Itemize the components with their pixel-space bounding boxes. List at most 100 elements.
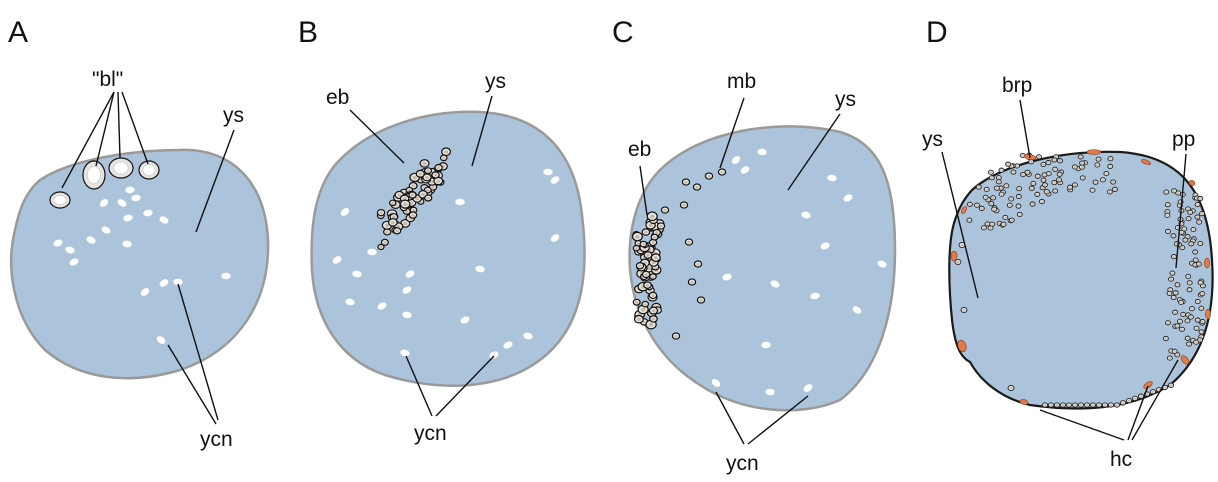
yolk-nucleus xyxy=(85,235,97,245)
hc-cells-d xyxy=(950,149,1211,405)
yolk-nucleus xyxy=(158,215,170,225)
yolk-nucleus xyxy=(351,270,363,278)
marginal-blastomere-nucleus xyxy=(707,174,711,178)
blastomere-nucleus xyxy=(640,307,646,312)
panel-letter-a: A xyxy=(8,16,28,49)
marginal-blastomere-nucleus xyxy=(690,280,694,284)
blastoderm-cell-nucleus xyxy=(1105,172,1108,175)
yolk-nucleus xyxy=(826,174,838,182)
leader-bl-4 xyxy=(121,91,149,165)
blastomere-nucleus xyxy=(411,184,415,188)
blastomere-nucleus xyxy=(651,317,656,321)
blastoderm-cell-nucleus xyxy=(1109,157,1112,160)
edge-cell-nucleus xyxy=(1157,388,1161,391)
posterior-cell-nucleus xyxy=(1166,230,1170,233)
leader-ys-d xyxy=(941,151,979,299)
posterior-cell-nucleus xyxy=(1165,191,1168,194)
posterior-cell-nucleus xyxy=(1201,320,1204,323)
blastoderm-cell-nucleus xyxy=(990,177,993,179)
yolk-nuclei-b xyxy=(332,168,560,360)
panel-d: D brp pp ys hc xyxy=(922,16,1214,471)
yolk-nucleus xyxy=(474,265,486,273)
blastoderm-cell-nucleus xyxy=(997,176,1000,179)
label-brp-d: brp xyxy=(1002,74,1032,97)
blastomere-nucleus xyxy=(643,303,647,306)
label-ycn-c: ycn xyxy=(726,452,759,475)
label-ycn-b: ycn xyxy=(414,422,447,445)
edge-cell-nucleus xyxy=(1115,404,1119,407)
posterior-cell-nucleus xyxy=(1199,281,1202,284)
blastomere-nucleus xyxy=(407,189,411,192)
blastoderm-cell-nucleus xyxy=(1073,166,1076,169)
blastomere-nucleus xyxy=(648,322,654,327)
edge-cell-nucleus xyxy=(1073,404,1077,407)
yolk-nuclei-c xyxy=(711,148,888,396)
yolk-nucleus xyxy=(459,315,471,325)
marginal-blastomere-nucleus xyxy=(682,203,686,207)
label-eb-b: eb xyxy=(326,86,349,109)
hc-cell xyxy=(1204,257,1210,269)
yolk-nucleus xyxy=(340,207,350,217)
blastoderm-cell-nucleus xyxy=(980,207,983,210)
posterior-cell-nucleus xyxy=(1194,259,1197,262)
blastomere-nucleus xyxy=(644,273,648,276)
posterior-cell-nucleus xyxy=(1181,246,1184,249)
posterior-cell-nucleus xyxy=(1199,242,1202,245)
posterior-cell-nucleus xyxy=(1199,197,1202,200)
yolk-nucleus xyxy=(852,305,862,315)
blastoderm-cell-nucleus xyxy=(1080,166,1084,169)
posterior-cell-nucleus xyxy=(1173,350,1176,353)
blastoderm-cell-nucleus xyxy=(1015,165,1019,168)
yolk-nucleus xyxy=(121,240,133,248)
blastoderm-cell-nucleus xyxy=(1045,190,1048,193)
posterior-cell-nucleus xyxy=(1186,320,1189,322)
leader-ys-a xyxy=(195,129,235,233)
edge-cell-nucleus xyxy=(1169,384,1173,387)
posterior-cell-nucleus xyxy=(1186,235,1189,238)
blastoderm-cell-nucleus xyxy=(1042,163,1045,166)
blastomere-inner xyxy=(113,161,129,175)
blastoderm-cell-nucleus xyxy=(1018,187,1021,190)
embryonic-blastomeres-c xyxy=(631,211,665,330)
leader-ys-b xyxy=(471,95,493,167)
yolk-nucleus xyxy=(52,238,64,248)
posterior-cell-nucleus xyxy=(1192,228,1195,231)
blastomere-nucleus xyxy=(641,243,645,246)
yolk-nucleus xyxy=(401,311,413,319)
yolk-nucleus xyxy=(124,186,136,194)
yolk-nucleus xyxy=(488,350,500,360)
blastoderm-cell-nucleus xyxy=(1006,163,1010,166)
blastoderm-cell-nucleus xyxy=(1047,161,1050,164)
blastoderm-cell-nucleus xyxy=(1010,165,1013,168)
blastomere-nucleus xyxy=(421,192,425,197)
posterior-cell-nucleus xyxy=(1172,190,1176,192)
blastoderm-cell-nucleus xyxy=(1018,213,1021,216)
leader-bl-3 xyxy=(117,91,121,159)
blastoderm-cell-nucleus xyxy=(982,227,986,229)
blastomere-nucleus xyxy=(403,202,408,207)
blastomere-nucleus xyxy=(636,317,641,322)
blastoderm-cell-nucleus xyxy=(1040,200,1044,203)
yolk-nucleus xyxy=(711,378,721,388)
blastoderm-cell-nucleus xyxy=(1031,203,1034,206)
posterior-cell-nucleus xyxy=(1176,354,1179,356)
label-eb-c: eb xyxy=(628,138,651,161)
yolk-sphere-a xyxy=(10,148,270,380)
marginal-blastomere-nucleus xyxy=(696,262,700,266)
blastoderm-cell-nucleus xyxy=(1002,223,1005,226)
posterior-cell-nucleus xyxy=(1168,357,1171,360)
posterior-cell-nucleus xyxy=(1166,322,1170,324)
blastoderm-cell-nucleus xyxy=(1080,162,1084,165)
label-ys-b: ys xyxy=(485,70,506,93)
blastoderm-cell-nucleus xyxy=(1108,191,1112,194)
yolk-nucleus xyxy=(760,341,772,349)
leader-bl-2 xyxy=(95,91,115,167)
blastoderm-cell-nucleus xyxy=(1054,190,1057,193)
blastoderm-cell-nucleus xyxy=(1026,171,1029,174)
label-ys-a: ys xyxy=(223,104,244,127)
posterior-cell-nucleus xyxy=(1174,292,1177,295)
blastomere-nucleus xyxy=(436,179,441,183)
posterior-cell-nucleus xyxy=(1179,301,1183,304)
blastoderm-cell-nucleus xyxy=(993,208,996,211)
